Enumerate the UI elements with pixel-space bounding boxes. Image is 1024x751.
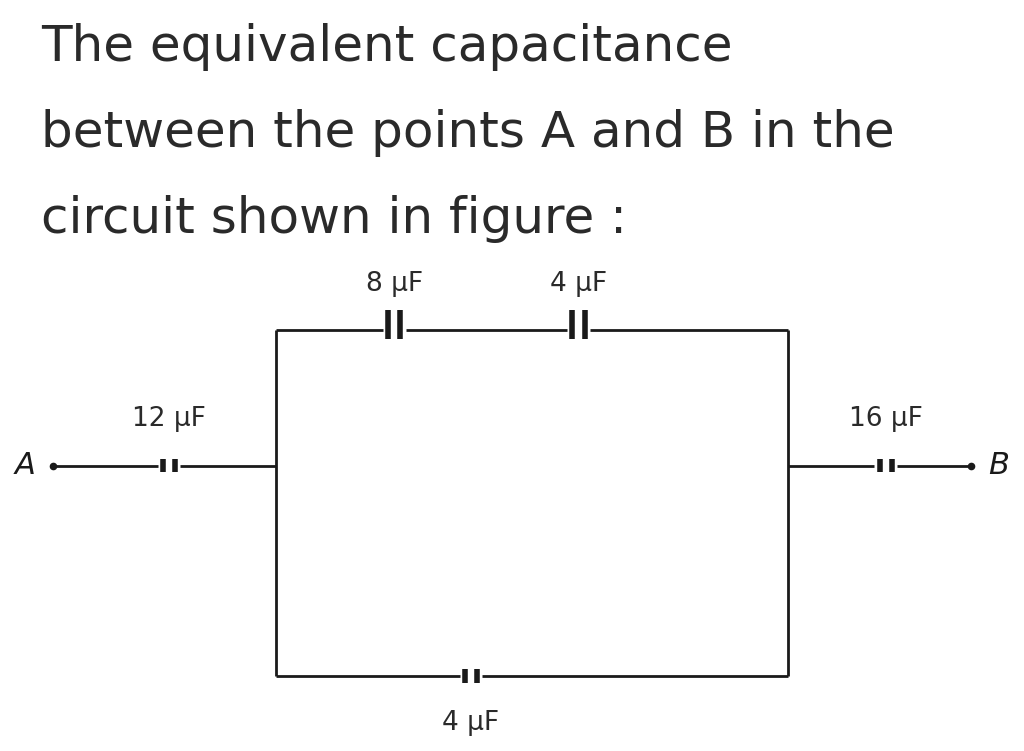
Text: A: A xyxy=(15,451,36,480)
Text: B: B xyxy=(988,451,1009,480)
Text: 4 μF: 4 μF xyxy=(550,270,607,297)
Text: 16 μF: 16 μF xyxy=(849,406,923,432)
Text: 12 μF: 12 μF xyxy=(132,406,206,432)
Text: 8 μF: 8 μF xyxy=(366,270,423,297)
Text: The equivalent capacitance: The equivalent capacitance xyxy=(41,23,732,71)
Text: circuit shown in figure :: circuit shown in figure : xyxy=(41,195,627,243)
Text: 4 μF: 4 μF xyxy=(442,710,500,736)
Text: between the points A and B in the: between the points A and B in the xyxy=(41,109,895,157)
